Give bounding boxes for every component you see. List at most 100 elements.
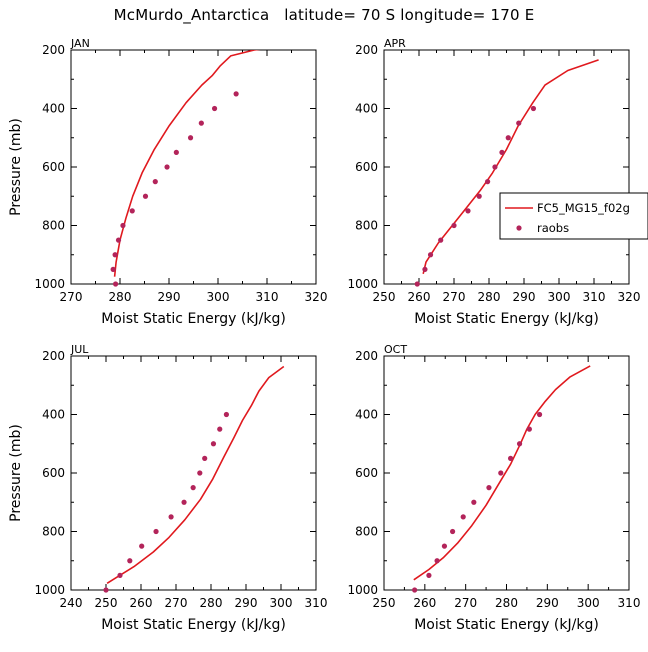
panel-jan-xtick-label: 300 <box>207 290 230 304</box>
panel-apr-raobs-point <box>422 266 428 272</box>
panel-jul-raobs-point <box>153 528 159 535</box>
panel-apr-raobs-point <box>499 149 505 155</box>
legend-box <box>499 192 648 240</box>
panel-oct-raobs-point <box>526 426 532 432</box>
panel-jan-yaxis-title: Pressure (mb) <box>8 118 24 216</box>
panel-apr-label: APR <box>384 37 406 50</box>
panel-apr-ytick-label: 1000 <box>347 277 378 291</box>
panel-jan-xtick-label: 280 <box>109 290 132 304</box>
legend-raobs-swatch <box>516 225 522 231</box>
panel-jan-model-line <box>113 50 261 277</box>
panel-apr-raobs-point <box>485 179 491 185</box>
panel-jul-ytick-label: 600 <box>42 466 65 480</box>
panel-apr-raobs-point <box>414 281 420 287</box>
legend-raobs-label: raobs <box>537 221 569 235</box>
panel-apr-xtick-label: 250 <box>373 290 396 304</box>
panel-oct-raobs-point <box>450 528 456 535</box>
panel-jan-xtick-label: 320 <box>305 290 328 304</box>
panel-oct-xtick-label: 290 <box>536 596 559 610</box>
panel-oct-model-line <box>413 365 591 581</box>
panel-jul-xtick-label: 260 <box>130 596 153 610</box>
panel-apr-xtick-label: 290 <box>513 290 536 304</box>
panel-oct-raobs-point <box>441 543 448 549</box>
panel-jan-xtick-label: 290 <box>158 290 181 304</box>
panel-oct-raobs-point <box>412 587 418 593</box>
panel-oct-xtick-label: 310 <box>618 596 641 610</box>
panel-apr-raobs-point <box>492 164 498 170</box>
panel-jan-label: JAN <box>70 37 90 50</box>
panel-jan-raobs-point <box>187 135 194 141</box>
panel-jul-raobs-point <box>103 587 109 593</box>
panel-jul-raobs-point <box>223 411 229 418</box>
panel-apr-raobs-point <box>530 105 537 112</box>
panel-oct-label: OCT <box>384 343 407 356</box>
panel-jul-raobs-point <box>181 499 187 505</box>
panel-jul-xtick-label: 310 <box>305 596 328 610</box>
panel-oct-raobs-point <box>426 572 432 578</box>
panel-jan-ytick-label: 800 <box>42 219 65 233</box>
panel-jul-raobs-point <box>210 441 217 447</box>
panel-jul-xtick-label: 270 <box>165 596 188 610</box>
panel-jan-raobs-point <box>110 266 116 272</box>
panel-apr-raobs-point <box>438 237 444 243</box>
panel-jan-xtick-label: 270 <box>60 290 83 304</box>
panel-jan-raobs-point <box>233 91 239 97</box>
panel-jul-raobs-point <box>197 470 203 476</box>
panel-apr-raobs-point <box>427 252 434 258</box>
panel-apr-ytick-label: 800 <box>355 219 378 233</box>
panel-oct-ytick-label: 200 <box>355 349 378 363</box>
panel-jul-xaxis-title: Moist Static Energy (kJ/kg) <box>101 617 286 633</box>
panel-oct-xtick-label: 260 <box>413 596 436 610</box>
panel-jan-ytick-label: 1000 <box>34 277 65 291</box>
panel-jul-ytick-label: 800 <box>42 525 65 539</box>
panel-jul-ytick-label: 200 <box>42 349 65 363</box>
panel-apr-raobs-point <box>516 120 522 126</box>
panel-jan-raobs-point <box>173 149 179 155</box>
panel-jul-xtick-label: 300 <box>270 596 293 610</box>
panel-oct-xaxis-title: Moist Static Energy (kJ/kg) <box>414 617 599 633</box>
panel-jul-raobs-point <box>190 485 196 491</box>
panel-apr-xtick-label: 300 <box>548 290 571 304</box>
panel-apr-ytick-label: 600 <box>355 160 378 174</box>
panel-oct-raobs-point <box>516 441 523 447</box>
panel-oct-xtick-label: 270 <box>454 596 477 610</box>
panel-jul-ytick-label: 400 <box>42 408 65 422</box>
panel-apr-ytick-label: 200 <box>355 43 378 57</box>
panel-apr-xtick-label: 280 <box>478 290 501 304</box>
panel-jan-raobs-point <box>211 105 218 112</box>
panel-jan-raobs-point <box>164 164 170 170</box>
panel-apr-xtick-label: 270 <box>443 290 466 304</box>
panel-apr-raobs-point <box>476 193 482 199</box>
panel-jan-raobs-point <box>120 222 126 229</box>
panel-jul-label: JUL <box>70 343 89 356</box>
panel-oct-xtick-label: 300 <box>577 596 600 610</box>
panel-jul-raobs-point <box>127 558 133 564</box>
panel-jan-raobs-point <box>142 193 149 199</box>
panel-jan-xaxis-title: Moist Static Energy (kJ/kg) <box>101 311 286 327</box>
panel-jan-raobs-point <box>112 281 119 287</box>
panel-jan-raobs-point <box>152 179 158 185</box>
panel-oct-frame <box>383 355 630 591</box>
panel-jul-raobs-point <box>139 543 145 549</box>
panel-oct-raobs-point <box>434 558 440 564</box>
panel-apr-xtick-label: 320 <box>618 290 641 304</box>
panel-oct-raobs-point <box>486 485 492 491</box>
panel-jul-ytick-label: 1000 <box>34 583 65 597</box>
panel-oct-xtick-label: 280 <box>495 596 518 610</box>
panel-apr-model-line <box>422 59 599 274</box>
panel-jul-xtick-label: 240 <box>60 596 83 610</box>
panel-oct-ytick-label: 400 <box>355 408 378 422</box>
panel-apr-frame <box>383 49 630 285</box>
panel-apr-raobs-point <box>505 135 511 141</box>
panel-oct-xtick-label: 250 <box>373 596 396 610</box>
panel-jul-raobs-point <box>117 572 123 578</box>
panel-oct-raobs-point <box>536 411 543 418</box>
panel-jan-raobs-point <box>112 252 118 258</box>
panel-jul-xtick-label: 280 <box>200 596 223 610</box>
panel-oct-ytick-label: 800 <box>355 525 378 539</box>
panel-jul-raobs-point <box>168 514 174 520</box>
panel-apr-raobs-point <box>465 208 471 214</box>
panel-jan-raobs-point <box>198 120 204 126</box>
